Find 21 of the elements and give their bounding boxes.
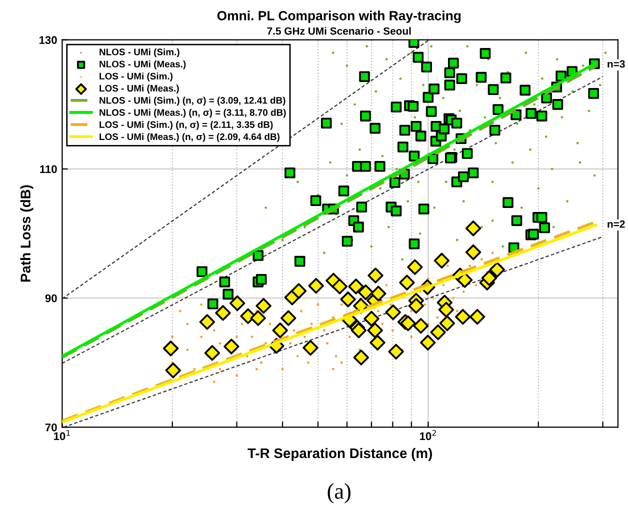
legend-label: LOS - UMi (Meas.) [100, 84, 179, 94]
y-axis-title: Path Loss (dB) [20, 185, 34, 282]
x-tick-label: 10$^{2}$ [420, 430, 436, 440]
text: (a) [328, 483, 350, 504]
y-tick-label: 90 [45, 294, 57, 302]
annotation: n=2 [608, 220, 625, 228]
legend-label: NLOS - UMi (Sim.) [100, 48, 180, 58]
legend-label: LOS - UMi (Sim.) (n, σ) = (2.11, 3.35 dB) [100, 121, 273, 130]
y-tick-label: 130 [39, 36, 57, 44]
annotation: n=3 [608, 60, 625, 68]
legend-label: NLOS - UMi (Sim.) (n, σ) = (3.09, 12.41 dB) [100, 96, 286, 106]
y-tick-label: 70 [45, 423, 57, 432]
legend-label: LOS - UMi (Meas.) (n, σ) = (2.09, 4.64 dB) [100, 133, 280, 142]
legend-label: NLOS - UMi (Meas.) (n, σ) = (3.11, 8.70 dB) [100, 108, 286, 118]
x-tick-label: 10$^{1}$ [54, 430, 70, 440]
y-tick-label: 110 [40, 165, 57, 174]
x-axis-title: T-R Separation Distance (m) [248, 448, 432, 461]
legend-label: LOS - UMi (Sim.) [100, 72, 173, 82]
chart-title: Omni. PL Comparison with Ray-tracing [217, 10, 461, 23]
chart-subtitle: 7.5 GHz UMi Scenario - Seoul [267, 27, 411, 35]
legend-label: NLOS - UMi (Meas.) [100, 60, 186, 70]
